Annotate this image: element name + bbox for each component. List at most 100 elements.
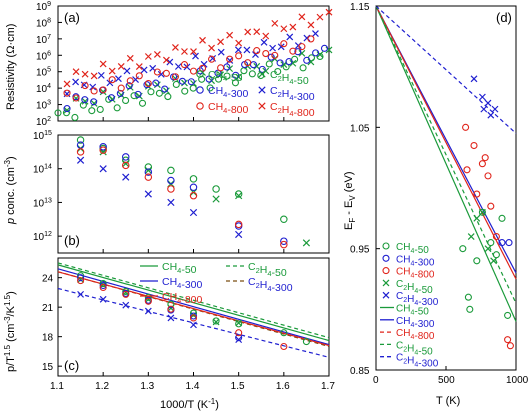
panel-a-point <box>138 99 147 107</box>
panel-d-marks <box>375 5 517 350</box>
panel-c-point <box>144 297 152 305</box>
panel-d-point <box>484 99 492 107</box>
panel-a-point <box>130 92 138 100</box>
panel-d-point <box>470 141 478 150</box>
legend-label: CH4-800 <box>396 267 435 281</box>
panel-a-point <box>206 84 214 92</box>
svg-text:p/T1.5 (cm-3/K1.5): p/T1.5 (cm-3/K1.5) <box>3 291 17 372</box>
panel-a-point <box>320 44 329 52</box>
legend-label: CH4-300 <box>396 254 435 268</box>
legend-label: CH4-50 <box>162 261 197 276</box>
panel-a-point <box>289 59 297 67</box>
legend-marker <box>258 86 266 94</box>
panel-a-point <box>217 38 225 46</box>
panel-a-point <box>271 19 279 27</box>
legend-marker <box>382 242 390 250</box>
panel-a-point <box>116 89 124 97</box>
panel-a-point <box>316 52 324 61</box>
panel-c-label: (c) <box>64 358 79 373</box>
panel-c-point <box>167 305 175 313</box>
panel-d-xtick-label: 0 <box>373 375 379 386</box>
panel-a-point <box>72 94 80 102</box>
panel-a-point <box>199 36 206 44</box>
panel-c-point <box>144 295 152 303</box>
panel-a-point <box>316 51 324 58</box>
panel-b-point <box>280 240 288 249</box>
panel-a-point <box>312 49 320 57</box>
legend-marker <box>196 102 204 110</box>
panel-c-point <box>167 304 175 312</box>
panel-c-xtick-label: 1.7 <box>321 381 335 392</box>
panel-a-ytick-label: 102 <box>36 116 51 128</box>
panel-d-point <box>490 257 498 265</box>
panel-a-point <box>271 51 279 59</box>
panel-b-point <box>167 176 175 185</box>
panel-a-point <box>190 48 197 55</box>
panel-a-point <box>108 76 116 84</box>
panel-b-point <box>302 239 311 247</box>
panel-a-point <box>298 43 306 51</box>
panel-d-point <box>506 342 514 350</box>
panel-a-point <box>276 59 284 67</box>
panel-c-xtick-label: 1.4 <box>186 381 200 392</box>
panel-d-point <box>505 239 513 247</box>
panel-a-point <box>107 94 115 102</box>
panel-d-point <box>504 311 512 319</box>
panel-a-point <box>135 72 143 80</box>
panel-b-point <box>144 190 152 198</box>
panel-c-xtick-label: 1.1 <box>50 381 64 392</box>
panel-a-point <box>244 59 252 67</box>
panel-a-point <box>63 106 71 114</box>
panel-a-point <box>187 78 195 86</box>
panel-d-xlabel: T (K) <box>436 395 460 407</box>
panel-b-ylabel-exp: -3 <box>3 159 12 167</box>
panel-a-point <box>265 60 273 68</box>
panel-a-ytick-label: 108 <box>36 17 51 29</box>
legend-marker <box>382 279 390 287</box>
panel-a-point <box>81 82 89 90</box>
panel-c-marks <box>57 262 330 358</box>
panel-b-point <box>144 166 152 175</box>
panel-a-point <box>299 64 307 72</box>
panel-c-point <box>99 295 107 303</box>
panel-a-point <box>162 87 170 95</box>
panel-a-point <box>280 40 288 48</box>
panel-a-point <box>161 85 169 93</box>
panel-c-point <box>122 287 130 295</box>
panel-d-point <box>478 93 486 101</box>
panel-c-point <box>77 274 85 282</box>
panel-a-point <box>294 48 302 56</box>
panel-c-ylabel: p/T1.5 (cm-3/K1.5) <box>3 291 17 372</box>
legend-marker <box>382 254 390 262</box>
panel-b-point <box>280 237 288 245</box>
panel-d-ytick-label: 1.05 <box>350 123 370 134</box>
panel-a-point <box>106 79 114 87</box>
panel-a-point <box>126 54 134 62</box>
panel-a-point <box>126 77 134 85</box>
panel-a-ytick-label: 107 <box>36 34 51 46</box>
panel-a-point <box>172 80 180 89</box>
panel-a-point <box>90 98 98 106</box>
panel-a-point <box>189 84 197 92</box>
panel-a-point <box>235 52 243 60</box>
panel-a-label: (a) <box>64 10 80 25</box>
panel-d-point <box>487 202 495 210</box>
panel-d-fit-line <box>375 5 517 134</box>
panel-b-ylabel-p: p <box>5 218 17 225</box>
panel-a-point <box>134 90 142 98</box>
panel-a-point <box>286 33 294 41</box>
legend-marker <box>196 70 204 78</box>
panel-c-point <box>77 277 85 285</box>
panel-a-point <box>258 65 266 73</box>
panel-a-point <box>181 48 188 55</box>
panel-b-ylabel-text: conc. (cm <box>5 167 17 218</box>
panel-a-point <box>298 49 306 57</box>
panel-c-point <box>212 318 220 326</box>
panel-b-point <box>189 191 198 200</box>
panel-a-point <box>113 104 121 112</box>
panel-a-point <box>162 69 170 77</box>
panel-a-point <box>307 58 315 66</box>
panel-b-point <box>235 230 243 239</box>
